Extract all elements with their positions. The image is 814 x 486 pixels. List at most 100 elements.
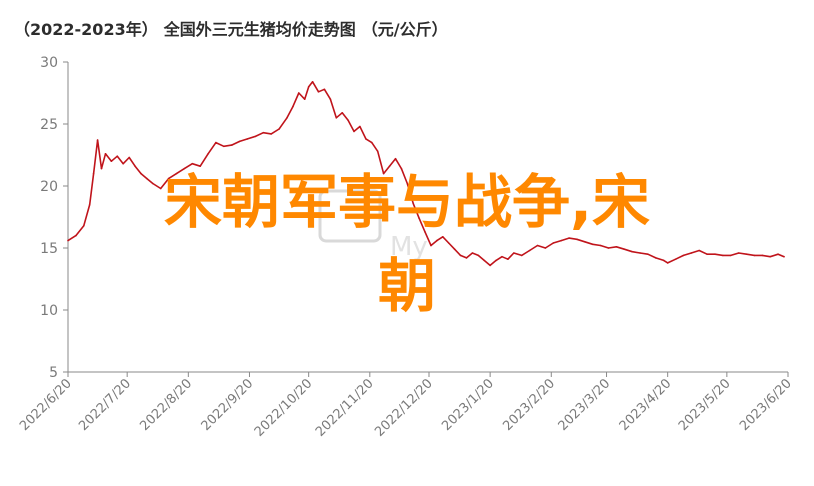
x-tick-label: 2022/6/20 (17, 376, 75, 434)
data-point (584, 241, 586, 243)
data-point (698, 249, 700, 252)
data-point (75, 234, 77, 237)
data-point (303, 98, 306, 100)
data-point (513, 252, 515, 254)
data-point (453, 248, 456, 250)
x-tick-label: 2022/9/20 (199, 376, 257, 434)
data-point (690, 252, 693, 254)
data-point (230, 144, 233, 146)
data-point (655, 257, 657, 259)
data-point (465, 257, 468, 259)
data-point (777, 253, 779, 255)
data-point (631, 250, 633, 253)
data-point (544, 247, 547, 249)
data-point (591, 243, 594, 246)
chart-title: （2022-2023年） 全国外三元生猪均价走势图 （元/公斤） (14, 14, 448, 42)
data-point (254, 135, 257, 138)
data-point (388, 165, 391, 167)
data-point (674, 258, 677, 261)
data-point (323, 88, 326, 91)
data-point (353, 130, 355, 133)
data-point (286, 117, 288, 119)
data-point (495, 259, 497, 262)
data-point (246, 138, 249, 140)
data-point (365, 138, 367, 140)
data-point (783, 255, 785, 258)
data-point (576, 238, 578, 241)
data-point (471, 252, 474, 254)
data-point (262, 131, 265, 134)
data-point (238, 140, 241, 143)
data-point (745, 253, 748, 255)
data-point (215, 141, 217, 144)
data-point (666, 262, 669, 264)
data-point (560, 239, 562, 242)
data-point (167, 177, 170, 180)
x-tick-label: 2022/8/20 (137, 376, 195, 434)
data-point (394, 157, 397, 160)
data-point (191, 162, 194, 165)
data-point (183, 167, 186, 170)
data-point (382, 172, 385, 175)
data-point (199, 165, 201, 167)
data-point (298, 92, 300, 94)
data-point (662, 259, 665, 262)
data-point (406, 182, 409, 185)
data-point (292, 105, 294, 108)
data-point (223, 145, 225, 148)
data-point (140, 172, 142, 175)
data-point (430, 244, 432, 247)
x-tick-label: 2022/10/20 (252, 376, 316, 440)
x-tick-label: 2023/3/20 (556, 376, 614, 434)
data-point (341, 112, 344, 114)
data-point (714, 253, 716, 255)
data-point (483, 259, 486, 262)
data-point (639, 252, 641, 254)
series-points (67, 81, 785, 267)
y-tick-label: 10 (40, 303, 58, 319)
data-point (371, 141, 373, 144)
y-tick-label: 15 (40, 241, 58, 257)
data-point (207, 153, 209, 155)
y-axis-ticks: 5 10 15 20 25 30 (40, 55, 68, 381)
data-point (110, 160, 113, 162)
y-tick-label: 30 (40, 55, 58, 71)
data-point (307, 86, 310, 88)
data-point (104, 153, 107, 155)
title-period: （2022-2023年） (14, 20, 158, 39)
data-point (615, 246, 618, 248)
data-point (489, 264, 491, 267)
data-point (278, 128, 280, 130)
series-layer (67, 81, 785, 267)
x-tick-label: 2022/12/20 (372, 376, 436, 440)
data-point (100, 167, 103, 170)
data-point (67, 239, 69, 242)
data-point (730, 254, 732, 257)
data-point (706, 253, 708, 255)
data-point (761, 254, 764, 257)
data-point (753, 254, 756, 257)
x-tick-label: 2023/2/20 (500, 376, 558, 434)
data-point (507, 258, 509, 261)
data-point (477, 254, 480, 257)
data-point (528, 249, 531, 252)
data-point (412, 202, 415, 205)
data-point (599, 244, 602, 247)
data-point (769, 255, 771, 258)
data-point (447, 242, 450, 244)
data-point (568, 237, 570, 239)
x-tick-label: 2022/11/20 (313, 376, 377, 440)
data-point (134, 165, 136, 167)
data-point (146, 177, 148, 180)
data-point (436, 239, 438, 242)
data-point (623, 248, 626, 250)
data-point (607, 247, 610, 249)
data-point (682, 254, 685, 257)
data-point (92, 172, 95, 175)
data-point (501, 255, 503, 258)
y-tick-label: 20 (40, 179, 58, 195)
data-point (347, 119, 349, 122)
data-point (722, 254, 724, 257)
data-point (647, 253, 649, 255)
